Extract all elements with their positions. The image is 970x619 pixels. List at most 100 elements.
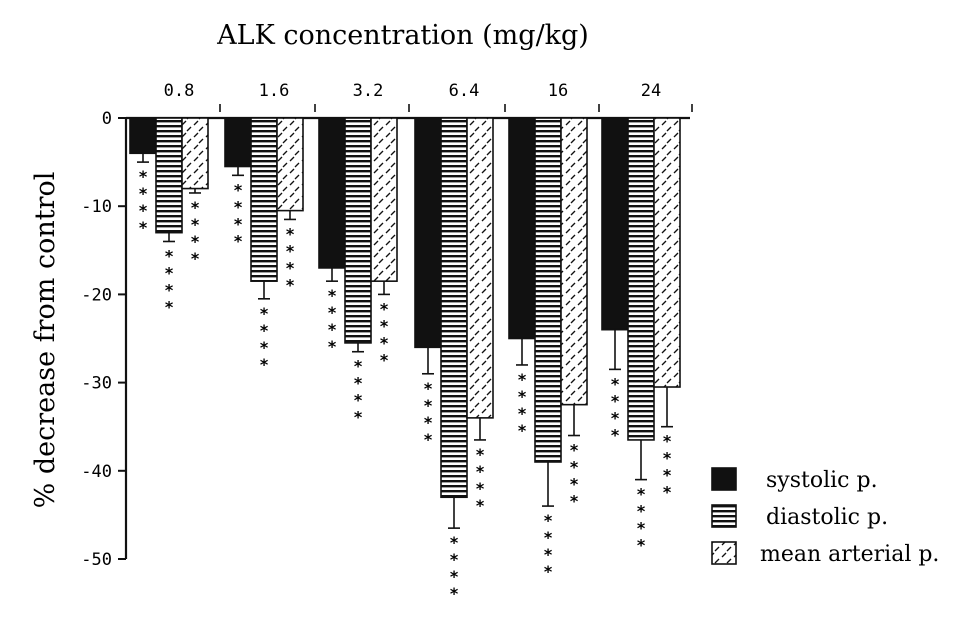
category-label: 6.4 xyxy=(449,81,480,101)
bar xyxy=(440,117,468,499)
category-label: 3.2 xyxy=(353,81,384,101)
significance-star: * xyxy=(139,201,148,220)
bar xyxy=(276,117,304,212)
significance-marker: **** xyxy=(286,224,295,294)
significance-star: * xyxy=(637,485,646,504)
significance-star: * xyxy=(476,462,485,481)
bar xyxy=(155,117,183,234)
significance-star: * xyxy=(354,391,363,410)
significance-marker: **** xyxy=(260,304,269,374)
category-label: 0.8 xyxy=(164,81,195,101)
significance-star: * xyxy=(328,303,337,322)
bar xyxy=(129,117,157,155)
significance-star: * xyxy=(260,304,269,323)
significance-marker: **** xyxy=(663,432,672,502)
significance-marker: **** xyxy=(165,246,174,316)
significance-marker: **** xyxy=(234,180,243,250)
significance-star: * xyxy=(663,432,672,451)
significance-star: * xyxy=(424,396,433,415)
bars-group: **************************** **** ********… xyxy=(129,117,681,603)
significance-star: * xyxy=(328,337,337,356)
significance-star: * xyxy=(544,528,553,547)
y-tick-label: -30 xyxy=(81,374,112,394)
bar xyxy=(370,117,398,282)
significance-star: * xyxy=(139,218,148,237)
significance-star: * xyxy=(476,496,485,515)
bar xyxy=(466,117,494,419)
significance-star: * xyxy=(518,370,527,389)
significance-star: * xyxy=(354,374,363,393)
significance-star: * xyxy=(260,338,269,357)
category-label: 24 xyxy=(641,81,661,101)
significance-star: * xyxy=(139,184,148,203)
significance-star: * xyxy=(637,519,646,538)
significance-marker: **** xyxy=(450,533,459,603)
significance-star: * xyxy=(354,408,363,427)
significance-star: * xyxy=(637,502,646,521)
category-label: 16 xyxy=(548,81,568,101)
significance-star: * xyxy=(165,246,174,265)
significance-star: * xyxy=(637,536,646,555)
significance-star: * xyxy=(570,475,579,494)
bar xyxy=(181,117,209,190)
significance-star: * xyxy=(328,320,337,339)
legend: systolic p. diastolic p. mean arterial p. xyxy=(711,467,939,567)
significance-star: * xyxy=(611,391,620,410)
significance-star: * xyxy=(450,533,459,552)
significance-star: * xyxy=(380,333,389,352)
bar xyxy=(601,117,629,331)
significance-star: * xyxy=(260,355,269,374)
significance-marker: **** xyxy=(139,167,148,237)
significance-star: * xyxy=(450,567,459,586)
significance-star: * xyxy=(286,275,295,294)
y-tick-label: 0 xyxy=(102,109,112,129)
significance-star: * xyxy=(611,374,620,393)
axes: 0 -10 -20 -30 -40 -50 xyxy=(81,109,690,570)
significance-marker: **** xyxy=(570,441,579,511)
legend-swatch xyxy=(711,541,737,565)
significance-marker: **** xyxy=(611,374,620,444)
significance-star: * xyxy=(234,214,243,233)
significance-marker: **** xyxy=(354,357,363,427)
bar xyxy=(224,117,252,168)
significance-star: * xyxy=(191,198,200,217)
significance-star: * xyxy=(518,421,527,440)
significance-star: * xyxy=(234,180,243,199)
bar xyxy=(653,117,681,388)
significance-star: * xyxy=(286,224,295,243)
significance-star: * xyxy=(165,297,174,316)
significance-marker: **** xyxy=(637,485,646,555)
significance-marker: **** xyxy=(476,445,485,515)
significance-star: * xyxy=(450,584,459,603)
y-tick-label: -50 xyxy=(81,550,112,570)
bar xyxy=(250,117,278,282)
y-tick-label: -40 xyxy=(81,462,112,482)
bar xyxy=(344,117,372,344)
significance-star: * xyxy=(380,350,389,369)
significance-star: * xyxy=(570,441,579,460)
significance-star: * xyxy=(544,562,553,581)
significance-marker: **** xyxy=(328,286,337,356)
significance-marker: **** xyxy=(424,379,433,449)
significance-star: * xyxy=(286,241,295,260)
significance-star: * xyxy=(139,167,148,186)
significance-star: * xyxy=(450,550,459,569)
significance-marker: **** xyxy=(518,370,527,440)
significance-star: * xyxy=(570,492,579,511)
significance-star: * xyxy=(234,231,243,250)
significance-marker: **** xyxy=(544,511,553,581)
significance-star: * xyxy=(476,445,485,464)
significance-star: * xyxy=(165,263,174,282)
chart-title: ALK concentration (mg/kg) xyxy=(216,20,589,51)
significance-star: * xyxy=(544,511,553,530)
significance-star: * xyxy=(424,413,433,432)
significance-star: * xyxy=(380,316,389,335)
significance-marker: **** xyxy=(380,299,389,369)
legend-label: mean arterial p. xyxy=(760,542,939,567)
bar xyxy=(627,117,655,441)
significance-star: * xyxy=(260,321,269,340)
category-labels: 0.8 1.6 3.2 6.4 16 24 xyxy=(164,81,693,112)
significance-star: * xyxy=(191,249,200,268)
significance-star: * xyxy=(286,258,295,277)
